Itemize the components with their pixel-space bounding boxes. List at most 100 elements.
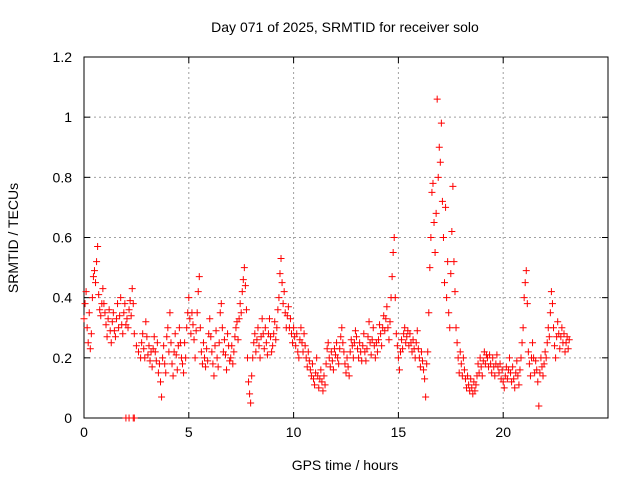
data-point (546, 309, 554, 317)
y-tick-label: 0.4 (53, 290, 73, 306)
data-point (359, 342, 367, 350)
data-point (382, 315, 390, 323)
data-point (450, 258, 458, 266)
data-point (386, 318, 394, 326)
data-point (153, 339, 161, 347)
data-point (488, 369, 496, 377)
data-point (87, 330, 95, 338)
data-point (182, 354, 190, 362)
data-point (143, 333, 151, 341)
data-point (420, 366, 428, 374)
data-point (333, 339, 341, 347)
data-point (297, 324, 305, 332)
data-point (236, 300, 244, 308)
data-point (303, 363, 311, 371)
data-point (390, 234, 398, 241)
data-point (319, 387, 327, 395)
data-point (409, 336, 417, 344)
data-point (129, 300, 137, 308)
data-point (406, 330, 414, 338)
data-point (308, 360, 316, 368)
data-point (371, 354, 379, 362)
data-point (562, 339, 570, 347)
x-tick-label: 0 (80, 424, 88, 440)
data-point (438, 197, 446, 205)
data-point (306, 366, 314, 374)
data-point (168, 360, 176, 368)
data-point (125, 306, 133, 314)
data-point (99, 285, 107, 293)
data-point (238, 288, 246, 296)
data-point (468, 384, 476, 392)
data-point (444, 258, 452, 266)
data-point (517, 354, 525, 362)
data-point (499, 378, 507, 386)
data-point (435, 143, 443, 151)
data-point (227, 354, 235, 362)
x-tick-label: 15 (391, 424, 407, 440)
data-point (145, 342, 153, 350)
data-point (210, 372, 218, 380)
data-point (355, 354, 363, 362)
data-point (161, 360, 169, 368)
data-point (261, 324, 269, 332)
data-point (518, 339, 526, 347)
data-point (395, 366, 403, 374)
data-point (548, 300, 556, 308)
data-point (293, 330, 301, 338)
data-point (520, 294, 528, 302)
data-point (101, 309, 109, 317)
data-point (529, 339, 537, 347)
data-point (89, 273, 97, 281)
data-point (221, 351, 229, 359)
data-point (325, 354, 333, 362)
data-point (95, 291, 103, 299)
y-tick-label: 0.6 (53, 230, 73, 246)
data-point (534, 378, 542, 386)
data-point (486, 351, 494, 359)
data-point (377, 330, 385, 338)
data-point (322, 360, 330, 368)
data-point (335, 360, 343, 368)
data-point (478, 372, 486, 380)
data-point (276, 270, 284, 278)
data-point (201, 354, 209, 362)
data-point (426, 264, 434, 272)
data-point (274, 306, 282, 314)
data-point (267, 333, 275, 341)
data-point (230, 348, 238, 356)
data-point (301, 342, 309, 350)
data-point (381, 327, 389, 335)
data-point (327, 348, 335, 356)
data-point (453, 339, 461, 347)
data-point (102, 321, 110, 329)
data-point (152, 357, 160, 365)
data-point (374, 336, 382, 344)
data-point (388, 273, 396, 281)
data-point (448, 227, 456, 235)
data-point (442, 203, 450, 211)
data-point (560, 330, 568, 338)
data-point (401, 324, 409, 332)
data-point (489, 354, 497, 362)
data-point (191, 354, 199, 362)
y-tick-label: 0 (64, 410, 72, 426)
data-point (522, 267, 530, 275)
data-point (324, 339, 332, 347)
data-point (399, 345, 407, 353)
data-point (114, 300, 122, 308)
data-point (430, 218, 438, 226)
data-point (472, 381, 480, 389)
data-point (167, 339, 175, 347)
data-point (119, 330, 127, 338)
data-point (351, 327, 359, 335)
data-point (363, 345, 371, 353)
data-point (150, 333, 158, 341)
data-point (140, 345, 148, 353)
data-point (532, 357, 540, 365)
data-point (86, 345, 94, 353)
data-point (427, 234, 435, 241)
data-point (422, 393, 430, 401)
data-point (193, 309, 201, 317)
data-point (385, 336, 393, 344)
